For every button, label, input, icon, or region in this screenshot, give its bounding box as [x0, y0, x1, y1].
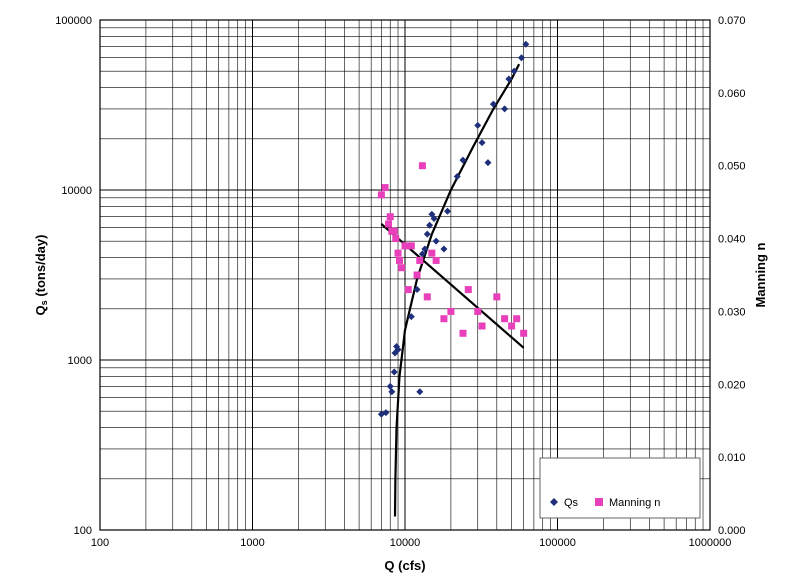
y-right-tick-label: 0.010 — [718, 452, 746, 464]
x-tick-label: 100000 — [539, 537, 576, 549]
y-right-tick-label: 0.060 — [718, 88, 746, 100]
chart-container: 100 1000 10000 100000 1000000 100 1000 10000 100… — [0, 0, 800, 588]
y-right-tick-label: 0.020 — [718, 379, 746, 391]
y-right-tick-label: 0.050 — [718, 161, 746, 173]
y-right-tick-label: 0.040 — [718, 234, 746, 246]
x-tick-label: 100 — [91, 537, 109, 549]
y-left-tick-label: 100000 — [55, 15, 92, 27]
legend: Qs Manning n — [540, 458, 700, 518]
x-tick-label: 1000 — [240, 537, 264, 549]
y-left-tick-label: 10000 — [61, 185, 92, 197]
legend-label: Qs — [564, 497, 579, 509]
y-right-tick-label: 0.070 — [718, 15, 746, 27]
y-left-tick-label: 1000 — [68, 355, 92, 367]
legend-label: Manning n — [609, 497, 660, 509]
x-tick-label: 10000 — [390, 537, 421, 549]
chart-svg: 100 1000 10000 100000 1000000 100 1000 10000 100… — [0, 0, 800, 588]
y-right-axis-label: Manning n — [753, 242, 768, 307]
y-left-tick-label: 100 — [74, 525, 92, 537]
y-right-tick-label: 0.000 — [718, 525, 746, 537]
x-tick-label: 1000000 — [689, 537, 732, 549]
x-axis-label: Q (cfs) — [384, 558, 425, 573]
y-right-tick-label: 0.030 — [718, 306, 746, 318]
